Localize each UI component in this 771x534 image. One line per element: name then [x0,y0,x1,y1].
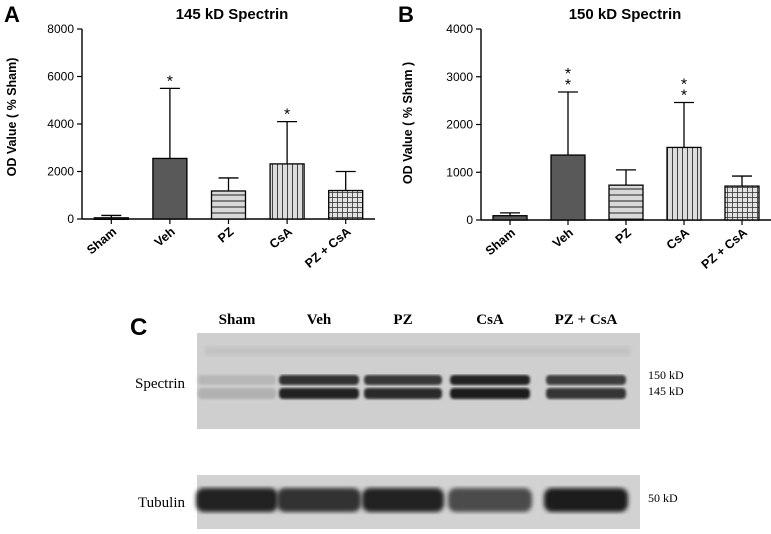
x-tick-label-b: PZ [613,225,635,246]
significance-star-b: * [565,66,571,83]
bar-a-4 [328,189,364,220]
band-145kd-3 [450,388,530,399]
marker-150kd: 150 kD [648,368,684,382]
x-tick-label-a: PZ + CsA [302,225,353,271]
band-tubulin-0 [196,488,278,512]
chart-title-a: 145 kD Spectrin [176,6,289,23]
marker-50kd: 50 kD [648,491,678,505]
x-tick-label-b: CsA [664,226,692,253]
bar-b-1 [550,154,586,221]
bar-a-1 [152,157,188,220]
significance-star-a: * [167,73,173,90]
x-tick-label-a: CsA [267,225,295,252]
spectrin-row-label: Spectrin [135,376,185,392]
marker-145kd: 145 kD [648,384,684,398]
band-145kd-4 [546,388,626,399]
band-tubulin-3 [448,488,532,512]
band-tubulin-1 [277,488,361,512]
x-tick-label-b: Sham [483,226,518,259]
bar-a-2 [210,190,247,220]
panel-label-b: B [398,2,414,27]
y-tick-label-a: 2000 [47,165,74,179]
bar-a-3 [269,163,305,220]
band-tubulin-4 [544,488,628,512]
x-tick-label-b: Veh [550,226,576,251]
lane-label-2: PZ [393,312,412,328]
band-150kd-2 [364,375,442,385]
chart-title-b: 150 kD Spectrin [569,6,682,23]
y-tick-label-b: 1000 [446,165,473,179]
band-tubulin-2 [362,488,444,512]
western-blot-panel: C Sham Veh PZ CsA PZ + CsA Spectrin Tubulin … [130,312,684,529]
band-150kd-3 [450,375,530,385]
y-tick-label-a: 4000 [47,117,74,131]
membrane-background-band [205,346,630,356]
band-150kd-0 [198,375,276,385]
significance-star-b: * [681,77,687,94]
y-tick-label-a: 0 [67,212,74,226]
x-tick-label-a: Sham [84,225,119,258]
lane-label-4: PZ + CsA [555,312,618,328]
band-150kd-4 [546,375,626,385]
y-tick-label-a: 6000 [47,70,74,84]
y-tick-label-a: 8000 [47,22,74,36]
x-tick-label-b: PZ + CsA [699,226,750,272]
significance-star-a: * [284,107,290,124]
band-145kd-0 [198,388,276,399]
band-145kd-2 [364,388,442,399]
band-150kd-1 [279,375,359,385]
significance-star-b: * [681,88,687,105]
x-tick-label-a: PZ [215,224,237,245]
tubulin-row-label: Tubulin [138,495,185,511]
bar-b-2 [608,184,644,221]
bar-b-0 [492,215,528,221]
y-tick-label-b: 2000 [446,118,473,132]
lane-label-1: Veh [307,312,332,328]
chart-panel-b: B 150 kD Spectrin OD Value ( % Sham ) 0 1… [398,2,771,272]
y-tick-label-b: 4000 [446,22,473,36]
panel-label-a: A [4,2,20,27]
y-tick-label-b: 0 [466,213,473,227]
significance-star-b: * [565,77,571,94]
lane-label-3: CsA [476,312,504,328]
chart-panel-a: A 145 kD Spectrin OD Value ( % Sham) 0 20… [4,2,375,271]
y-axis-label-b: OD Value ( % Sham ) [401,62,415,184]
lane-label-0: Sham [219,312,256,328]
bar-b-3 [666,146,702,221]
y-axis-label-a: OD Value ( % Sham) [5,58,19,177]
panel-label-c: C [130,314,147,341]
y-tick-label-b: 3000 [446,70,473,84]
bar-b-4 [724,185,760,221]
band-145kd-1 [279,388,359,399]
x-tick-label-a: Veh [152,225,178,250]
